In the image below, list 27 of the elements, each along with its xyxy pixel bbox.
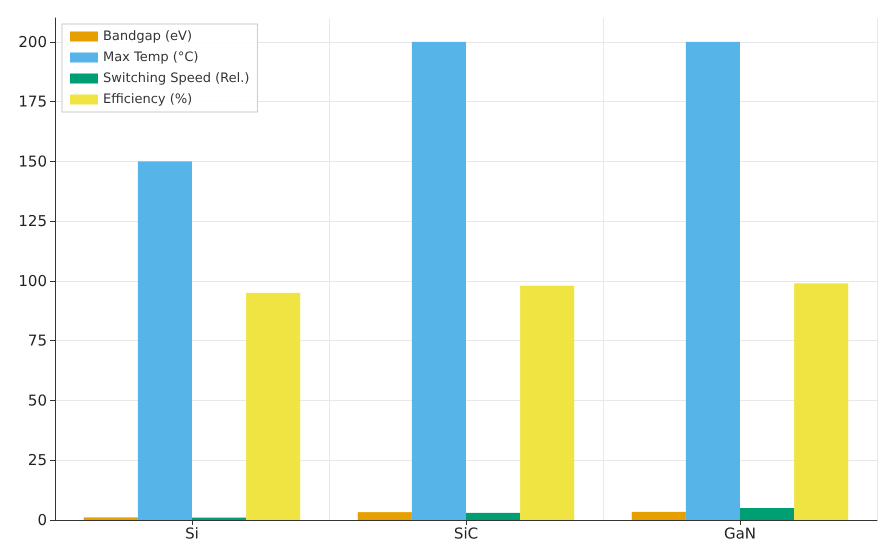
bar [520, 286, 574, 520]
bar [246, 292, 300, 520]
bar [686, 42, 740, 520]
bar [84, 517, 138, 520]
y-tick-label: 200 [18, 32, 47, 51]
bar [358, 512, 412, 520]
y-tick-label: 50 [28, 391, 47, 410]
legend-label: Bandgap (eV) [103, 29, 192, 44]
y-tick-label: 175 [18, 92, 47, 111]
bar [412, 42, 466, 520]
bar [794, 283, 848, 520]
x-tick-label: SiC [454, 524, 478, 541]
y-tick-label: 150 [18, 152, 47, 170]
y-tick-label: 75 [28, 332, 47, 350]
x-tick-label: Si [185, 524, 199, 541]
bar [632, 512, 686, 520]
legend-label: Max Temp (°C) [103, 50, 199, 65]
bar [138, 161, 192, 520]
legend-label: Switching Speed (Rel.) [103, 71, 250, 86]
y-tick-label: 125 [18, 212, 47, 230]
y-tick-label: 25 [28, 451, 47, 470]
legend-label: Efficiency (%) [103, 92, 192, 107]
y-tick-label: 0 [37, 511, 47, 529]
x-tick-label: GaN [724, 524, 756, 541]
bar [466, 512, 520, 520]
bar [740, 508, 794, 520]
y-tick-label: 100 [18, 272, 47, 290]
